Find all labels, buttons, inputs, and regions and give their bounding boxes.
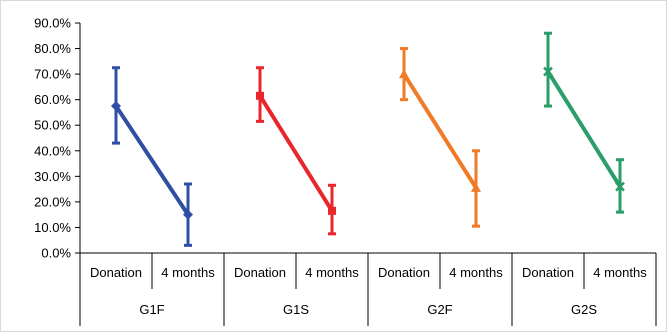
y-tick-label: 30.0% xyxy=(34,169,71,184)
data-point xyxy=(256,91,264,100)
series-g2s xyxy=(543,31,625,214)
x-category-label: Donation xyxy=(522,265,574,280)
x-category-label: 4 months xyxy=(161,265,215,280)
y-tick-label: 90.0% xyxy=(34,16,71,31)
data-point xyxy=(543,66,553,77)
series-line xyxy=(402,72,478,190)
series-g1s xyxy=(256,66,336,236)
y-tick-label: 0.0% xyxy=(41,246,71,261)
y-axis-ticks: 0.0% 10.0% 20.0% 30.0% 40.0% 50.0% 60.0% 70.0% 8… xyxy=(34,16,80,261)
x-category-label: 4 months xyxy=(593,265,647,280)
y-tick-label: 20.0% xyxy=(34,194,71,209)
data-point xyxy=(399,69,409,79)
chart-axes xyxy=(79,23,656,254)
data-point xyxy=(615,181,625,192)
x-group-label: G2F xyxy=(427,302,452,317)
y-tick-label: 10.0% xyxy=(34,220,71,235)
y-tick-label: 50.0% xyxy=(34,118,71,133)
x-category-label: 4 months xyxy=(449,265,503,280)
x-category-label: Donation xyxy=(378,265,430,280)
x-category-label: Donation xyxy=(234,265,286,280)
y-tick-label: 80.0% xyxy=(34,41,71,56)
data-point xyxy=(183,209,193,220)
x-group-label: G2S xyxy=(571,302,597,317)
x-group-label: G1F xyxy=(139,302,164,317)
x-category-label: 4 months xyxy=(305,265,359,280)
data-point xyxy=(111,101,121,112)
x-category-label: Donation xyxy=(90,265,142,280)
y-tick-label: 60.0% xyxy=(34,92,71,107)
x-group-label: G1S xyxy=(283,302,309,317)
series-g1f xyxy=(111,66,193,247)
data-point xyxy=(471,182,481,192)
y-tick-label: 40.0% xyxy=(34,143,71,158)
series-line xyxy=(546,69,622,189)
y-tick-label: 70.0% xyxy=(34,67,71,82)
series-line xyxy=(258,93,334,213)
series-layer xyxy=(111,31,625,247)
data-point xyxy=(328,206,336,215)
series-g2f xyxy=(399,47,481,228)
series-line xyxy=(114,104,190,217)
x-axis-categories: Donation 4 months Donation 4 months Donation… xyxy=(79,253,657,326)
